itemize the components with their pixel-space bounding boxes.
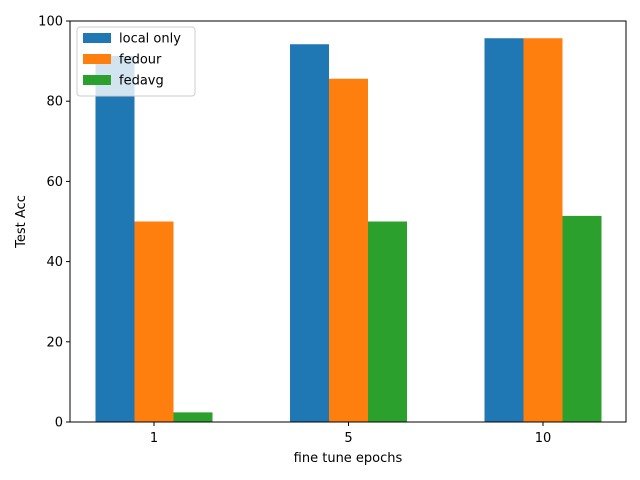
y-axis-ticks: 0 20 40 60 80 100 [38,15,70,431]
y-tick-label: 0 [55,416,63,431]
x-axis-label: fine tune epochs [294,451,403,466]
legend-swatch [83,54,111,64]
y-tick-label: 20 [46,335,63,350]
bar-fedour-1 [134,221,174,422]
legend-swatch [83,33,111,43]
y-tick-label: 60 [46,175,63,190]
bar-fedour-10 [523,38,563,422]
bar-local-only-10 [484,38,524,422]
legend-swatch [83,75,111,85]
y-tick-label: 40 [46,255,63,270]
legend: local only fedour fedavg [76,26,196,97]
x-tick-label: 10 [535,431,552,446]
bar-local-only-5 [290,44,329,423]
x-axis-ticks: 1 5 10 [150,422,551,446]
legend-label: fedavg [119,74,164,89]
bar-fedavg-10 [562,215,602,422]
x-tick-label: 1 [150,431,158,446]
bar-fedavg-5 [368,221,407,422]
bar-fedavg-1 [173,412,213,422]
y-axis-label: Test Acc [14,195,29,249]
y-tick-label: 80 [46,95,63,110]
bar-fedour-5 [329,78,368,422]
legend-label: local only [119,32,181,47]
bar-local-only-1 [95,55,135,423]
x-tick-label: 5 [344,431,352,446]
bars-group [95,38,602,423]
legend-label: fedour [119,53,162,68]
y-tick-label: 100 [38,15,63,30]
